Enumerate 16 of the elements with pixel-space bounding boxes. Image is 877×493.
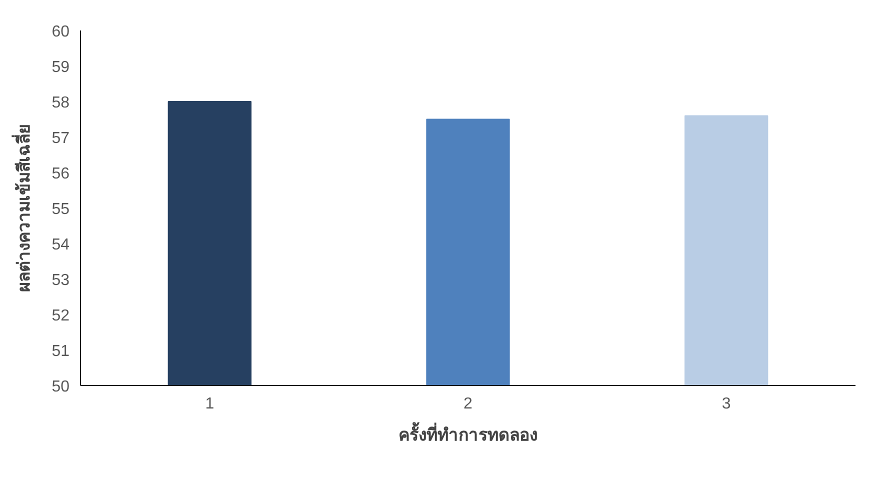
y-tick-label: 53 [52, 272, 70, 289]
y-tick-label: 56 [52, 166, 70, 182]
y-tick-label: 57 [52, 130, 70, 147]
y-tick-label: 51 [52, 343, 70, 360]
x-tick-label: 1 [205, 396, 214, 412]
y-tick-label: 55 [52, 201, 70, 218]
x-axis-title: ครั้งที่ทำการทดลอง [398, 422, 538, 446]
y-tick-label: 54 [52, 236, 70, 254]
x-tick-label: 2 [464, 396, 473, 412]
x-tick-label: 3 [722, 396, 731, 412]
y-tick-label: 50 [52, 378, 70, 396]
y-tick-label: 52 [52, 308, 70, 324]
y-tick-label: 59 [52, 59, 70, 76]
y-tick-label: 60 [52, 24, 70, 40]
y-tick-label: 58 [52, 94, 70, 112]
y-axis-title: ผลต่างความเข้มสีเฉลี่ย [12, 124, 35, 292]
